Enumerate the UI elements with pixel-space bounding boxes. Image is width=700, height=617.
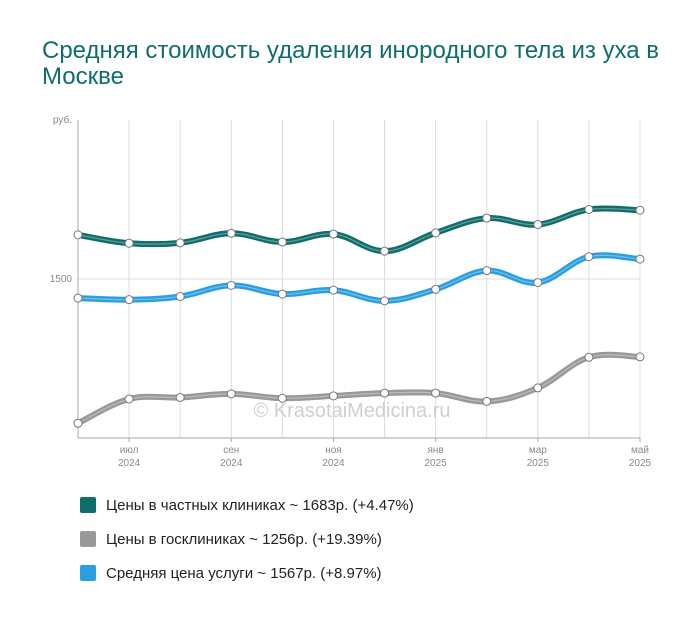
data-point-private: [482, 213, 492, 223]
x-tick-label-year: 2024: [118, 458, 141, 469]
data-point-average: [73, 293, 83, 303]
data-point-private: [124, 238, 134, 248]
legend-swatch-public: [80, 531, 96, 547]
series-layer: [73, 204, 645, 428]
data-point-average: [635, 254, 645, 264]
x-tick-label-month: июл: [120, 445, 139, 456]
series-line-highlight-average: [77, 254, 641, 302]
data-point-public: [533, 383, 543, 393]
legend: Цены в частных клиниках ~ 1683р. (+4.47%…: [80, 488, 414, 590]
data-point-private: [635, 205, 645, 215]
data-point-average: [380, 296, 390, 306]
data-point-private: [328, 229, 338, 239]
legend-label-private: Цены в частных клиниках ~ 1683р. (+4.47%…: [106, 496, 414, 514]
data-point-public: [226, 389, 236, 399]
data-point-public: [328, 391, 338, 401]
data-point-private: [277, 237, 287, 247]
series-line-highlight-public: [77, 354, 641, 424]
x-tick-label-month: ноя: [325, 445, 342, 456]
data-point-average: [431, 284, 441, 294]
axis-layer: 1500 руб. июл 2024 сен 2024 ноя 2024 янв 2025 мар 2…: [50, 114, 652, 469]
legend-label-public: Цены в госклиниках ~ 1256р. (+19.39%): [106, 530, 382, 548]
data-point-public: [277, 393, 287, 403]
x-tick-label-month: янв: [428, 445, 444, 456]
data-point-public: [584, 352, 594, 362]
series-line-private: [75, 205, 643, 255]
x-tick-label-month: мар: [529, 445, 547, 456]
grid-layer: [77, 120, 641, 438]
legend-item-private[interactable]: Цены в частных клиниках ~ 1683р. (+4.47%…: [80, 488, 414, 522]
watermark: © KrasotaiMedicina.ru: [253, 400, 450, 422]
x-tick-label-year: 2024: [322, 458, 345, 469]
data-point-average: [482, 266, 492, 276]
data-point-private: [73, 230, 83, 240]
data-point-private: [431, 228, 441, 238]
data-point-average: [277, 289, 287, 299]
series-line-average: [75, 252, 643, 304]
data-point-public: [175, 392, 185, 402]
data-point-private: [226, 228, 236, 238]
legend-item-average[interactable]: Средняя цена услуги ~ 1567р. (+8.97%): [80, 556, 414, 590]
data-point-private: [533, 220, 543, 230]
data-point-public: [635, 352, 645, 362]
x-tick-label-year: 2025: [629, 458, 652, 469]
data-point-average: [226, 280, 236, 290]
data-point-public: [73, 418, 83, 428]
legend-swatch-average: [80, 565, 96, 581]
series-line-public: [75, 351, 643, 427]
legend-swatch-private: [80, 497, 96, 513]
x-tick-label-month: сен: [223, 445, 239, 456]
x-tick-label-year: 2025: [425, 458, 448, 469]
series-line-highlight-private: [77, 207, 641, 252]
chart-title: Средняя стоимость удаления инородного те…: [42, 37, 660, 90]
data-point-average: [175, 291, 185, 301]
data-point-public: [431, 388, 441, 398]
data-point-public: [380, 388, 390, 398]
legend-item-public[interactable]: Цены в госклиниках ~ 1256р. (+19.39%): [80, 522, 414, 556]
data-point-average: [584, 252, 594, 262]
data-point-private: [584, 204, 594, 214]
data-point-average: [533, 278, 543, 288]
x-tick-label-year: 2025: [527, 458, 550, 469]
legend-label-average: Средняя цена услуги ~ 1567р. (+8.97%): [106, 564, 382, 582]
data-point-average: [328, 285, 338, 295]
data-point-private: [175, 238, 185, 248]
y-tick-label: 1500: [50, 274, 73, 285]
x-tick-label-year: 2024: [220, 458, 243, 469]
y-axis-label: руб.: [53, 114, 72, 126]
data-point-public: [482, 396, 492, 406]
x-tick-label-month: май: [631, 445, 649, 456]
data-point-public: [124, 394, 134, 404]
data-point-average: [124, 295, 134, 305]
data-point-private: [380, 246, 390, 256]
